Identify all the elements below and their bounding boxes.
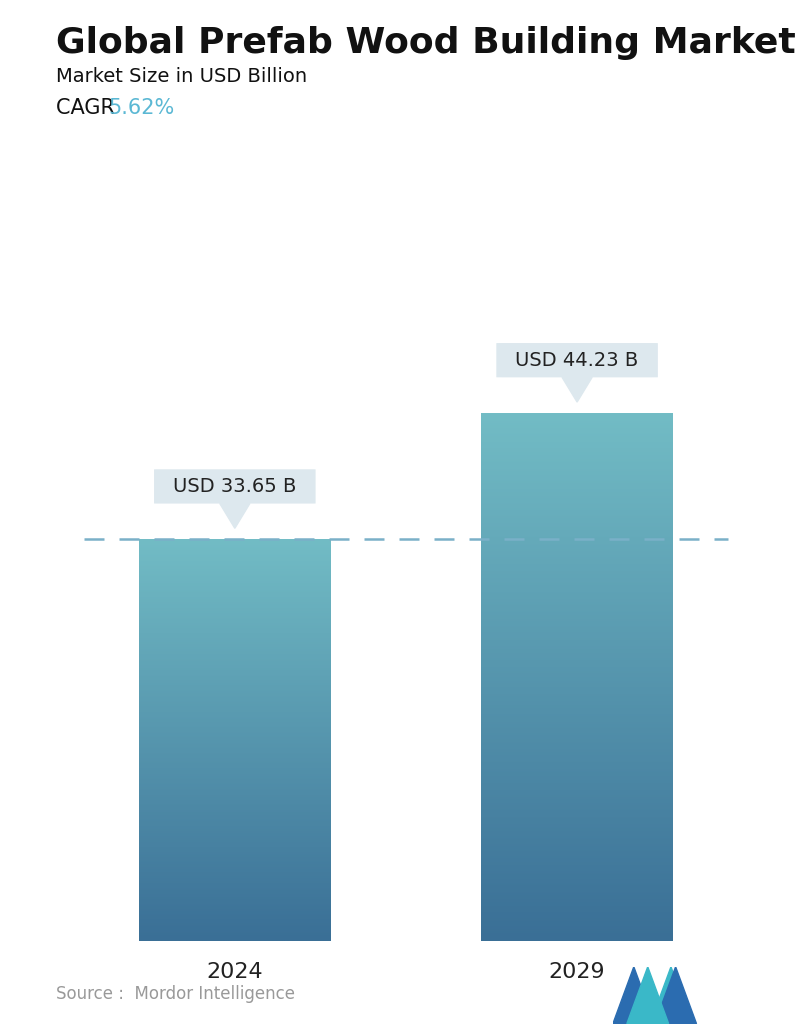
Text: Source :  Mordor Intelligence: Source : Mordor Intelligence <box>56 985 295 1003</box>
FancyBboxPatch shape <box>497 343 657 377</box>
Polygon shape <box>613 967 654 1024</box>
Polygon shape <box>562 377 592 402</box>
Text: USD 33.65 B: USD 33.65 B <box>174 477 296 496</box>
Text: Market Size in USD Billion: Market Size in USD Billion <box>56 67 306 86</box>
Text: Global Prefab Wood Building Market: Global Prefab Wood Building Market <box>56 26 795 60</box>
Polygon shape <box>654 967 696 1024</box>
FancyBboxPatch shape <box>154 469 315 504</box>
Text: CAGR: CAGR <box>56 98 121 118</box>
Polygon shape <box>220 504 250 528</box>
Polygon shape <box>650 967 692 1024</box>
Polygon shape <box>626 967 669 1024</box>
Text: USD 44.23 B: USD 44.23 B <box>516 351 638 370</box>
Text: 5.62%: 5.62% <box>108 98 174 118</box>
